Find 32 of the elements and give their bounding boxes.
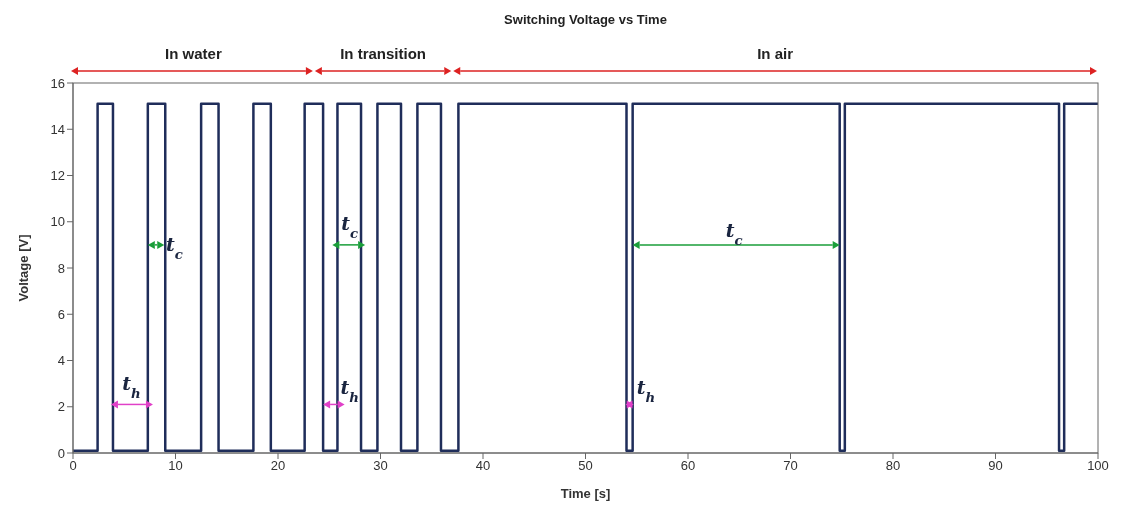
x-tick-label: 100 — [1087, 458, 1109, 474]
x-tick-label: 20 — [270, 458, 286, 474]
y-tick-label: 8 — [57, 260, 65, 276]
annotation: t$_{c}$ — [341, 212, 359, 241]
x-tick-label: 50 — [578, 458, 593, 474]
annotation: t$_{h}$ — [636, 376, 656, 405]
text: In air — [757, 45, 794, 62]
y-tick-label: 4 — [57, 353, 65, 369]
x-tick-label: 40 — [475, 458, 491, 474]
text: In water — [165, 45, 222, 62]
y-axis-title: Voltage [V] — [15, 234, 31, 302]
annotation: t$_{h}$ — [122, 371, 141, 401]
x-axis-title: Time [s] — [560, 486, 611, 501]
x-tick-label: 60 — [680, 458, 696, 474]
x-tick-label: 90 — [988, 458, 1003, 474]
y-tick-label: 14 — [50, 121, 65, 137]
x-tick-label: 80 — [885, 458, 901, 474]
x-tick-label: 70 — [783, 458, 798, 474]
annotation: t$_{c}$ — [166, 232, 183, 262]
y-tick-label: 10 — [50, 214, 65, 230]
x-tick-label: 30 — [373, 458, 388, 474]
y-tick-label: 12 — [50, 168, 65, 184]
y-tick-label: 16 — [50, 75, 65, 91]
chart-title: Switching Voltage vs Time — [504, 12, 667, 27]
annotation: t$_{c}$ — [725, 219, 743, 248]
x-tick-label: 0 — [69, 458, 77, 474]
y-tick-label: 6 — [57, 306, 65, 322]
x-tick-label: 10 — [168, 458, 183, 474]
y-tick-label: 2 — [57, 399, 65, 415]
y-tick-label: 0 — [57, 445, 65, 461]
text: In transition — [340, 45, 426, 62]
annotation: t$_{h}$ — [340, 376, 359, 405]
